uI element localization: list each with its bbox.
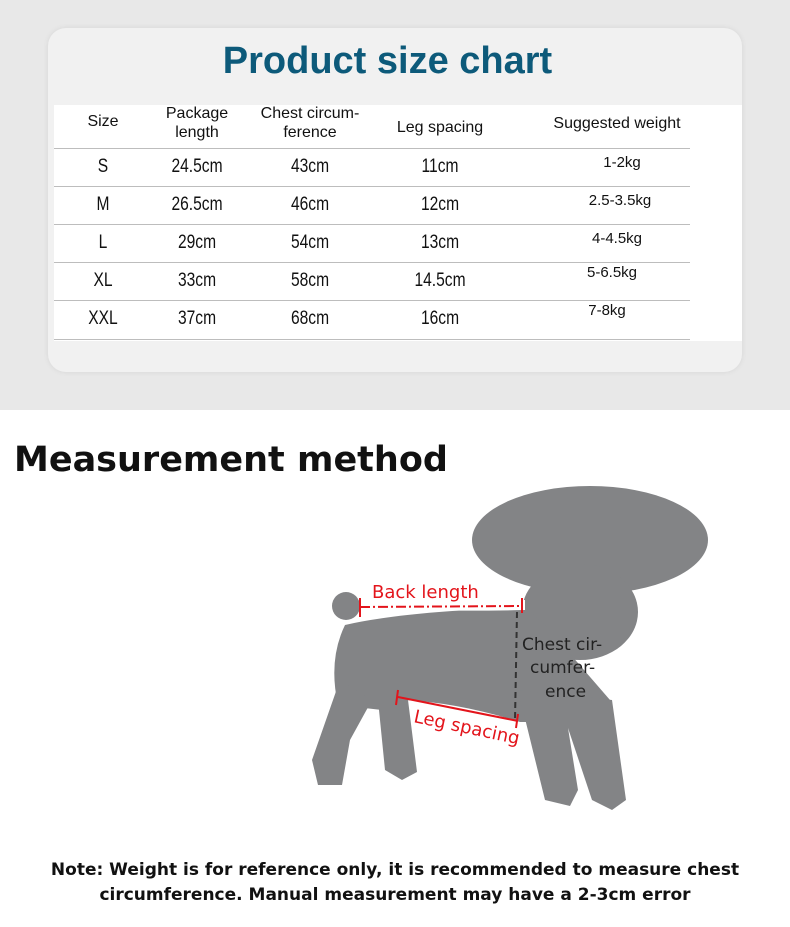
row-divider (54, 186, 690, 187)
table-cell: M (96, 194, 110, 215)
column-header: Chest circum-ference (261, 104, 360, 142)
measurement-title: Measurement method (14, 440, 448, 480)
column-header-text: Size (87, 113, 119, 130)
table-cell: 7-8kg (588, 302, 626, 319)
table-cell: 68cm (290, 308, 330, 329)
column-header: Package length (166, 104, 228, 142)
table-cell: 37cm (177, 308, 217, 329)
column-header-text: length (175, 124, 219, 141)
table-cell: 14.5cm (414, 270, 466, 291)
table-cell: S (97, 156, 109, 177)
column-header-text: Suggested weight (553, 115, 681, 132)
chest-line (514, 611, 518, 721)
table-cell: XXL (88, 308, 118, 329)
note: Note: Weight is for reference only, it i… (0, 858, 790, 908)
row-divider (54, 224, 690, 225)
row-divider (54, 262, 690, 263)
row-divider (54, 148, 690, 149)
table-cell: 54cm (290, 232, 330, 253)
size-table (54, 105, 742, 341)
table-cell: XL (93, 270, 113, 291)
back-length-line (359, 598, 523, 617)
row-divider (54, 339, 690, 340)
column-header: Suggested weight (553, 114, 680, 133)
chest-label-line3: ence (545, 682, 586, 702)
table-cell: 2.5-3.5kg (588, 192, 652, 209)
table-cell: 4-4.5kg (591, 230, 643, 247)
table-cell: 12cm (420, 194, 460, 215)
table-cell: 24.5cm (171, 156, 223, 177)
column-header-text: Leg spacing (396, 119, 484, 136)
size-chart-title: Product size chart (222, 40, 553, 82)
leg-spacing-line (395, 689, 519, 729)
table-cell: 26.5cm (171, 194, 223, 215)
table-cell: 1-2kg (603, 154, 641, 171)
table-cell: 46cm (290, 194, 330, 215)
table-cell: L (98, 232, 108, 253)
table-cell: 58cm (290, 270, 330, 291)
table-cell: 11cm (421, 156, 459, 177)
chest-label-line2: cumfer- (530, 658, 595, 678)
note-line-2: circumference. Manual measurement may ha… (99, 885, 691, 905)
chest-label-line1: Chest cir- (522, 635, 602, 655)
table-cell: 29cm (177, 232, 217, 253)
table-cell: 33cm (177, 270, 217, 291)
column-header-text: Package (165, 105, 229, 122)
table-cell: 13cm (420, 232, 460, 253)
row-divider (54, 300, 690, 301)
table-cell: 16cm (420, 308, 460, 329)
back-length-label: Back length (372, 582, 479, 603)
note-line-1: Note: Weight is for reference only, it i… (50, 860, 740, 880)
column-header: Size (87, 112, 118, 131)
column-header-text: ference (283, 124, 337, 141)
table-cell: 5-6.5kg (586, 264, 638, 281)
column-header: Leg spacing (397, 118, 483, 137)
table-cell: 43cm (290, 156, 330, 177)
column-header-text: Chest circum- (260, 105, 360, 122)
dog-silhouette (312, 486, 708, 810)
